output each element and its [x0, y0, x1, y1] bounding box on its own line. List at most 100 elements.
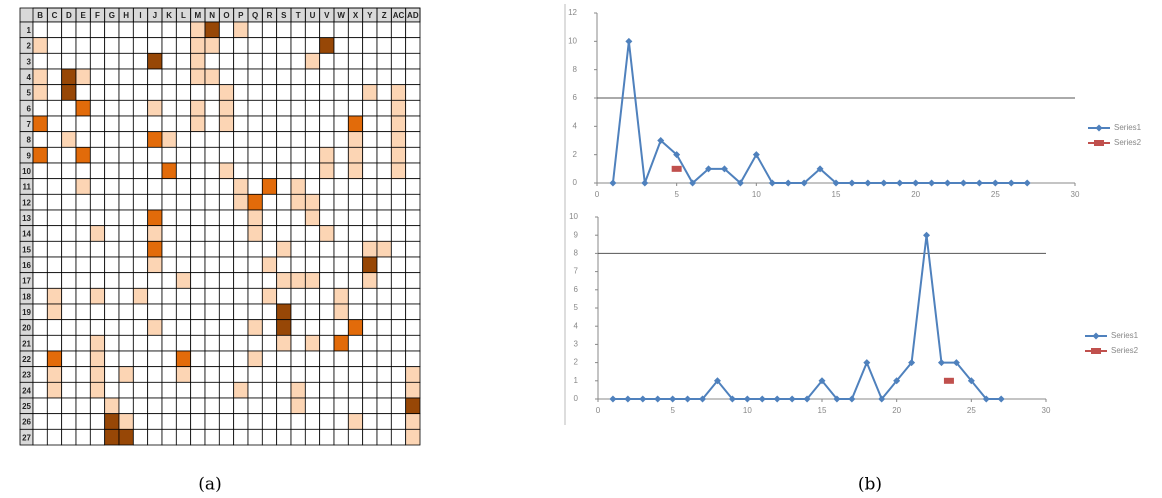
heat-cell — [376, 146, 392, 164]
heat-cell — [261, 240, 278, 258]
heat-cell — [247, 225, 263, 242]
heat-cell — [75, 146, 91, 164]
heat-cell — [362, 115, 378, 133]
heat-cell — [132, 381, 149, 399]
heat-cell — [75, 381, 91, 399]
heat-cell — [61, 272, 77, 289]
column-label: O — [223, 11, 229, 20]
heat-cell — [333, 21, 349, 39]
column-label: V — [324, 11, 330, 20]
heat-cell — [118, 193, 134, 211]
heat-cell — [233, 193, 249, 211]
heat-cell — [290, 413, 306, 430]
heat-cell — [147, 272, 163, 289]
heat-cell — [333, 428, 349, 446]
heat-cell — [405, 209, 421, 227]
y-tick-label: 8 — [574, 249, 579, 258]
heat-cell — [204, 131, 220, 148]
x-tick-label: 15 — [832, 190, 841, 199]
heat-cell — [89, 146, 106, 164]
heat-cell — [362, 381, 378, 399]
x-tick-label: 10 — [752, 190, 761, 199]
heat-cell — [61, 413, 77, 430]
heat-cell — [46, 146, 63, 164]
heat-cell — [190, 350, 206, 368]
heat-cell — [132, 397, 149, 415]
point — [625, 37, 633, 45]
point — [912, 179, 920, 187]
heat-cell — [161, 413, 177, 430]
heat-cell — [333, 84, 349, 101]
heat-cell — [175, 115, 192, 133]
heat-cell — [376, 350, 392, 368]
heat-cell — [104, 99, 120, 117]
heat-cell — [132, 287, 149, 305]
heat-cell — [276, 303, 292, 321]
point — [720, 165, 728, 173]
heat-cell — [347, 256, 364, 274]
heat-cell — [175, 272, 192, 289]
column-label: AC — [393, 11, 405, 20]
heat-cell — [46, 115, 63, 133]
heat-cell — [32, 428, 48, 446]
heat-cell — [247, 146, 263, 164]
heat-cell — [190, 84, 206, 101]
heat-cell — [233, 99, 249, 117]
heat-cell — [175, 366, 192, 383]
heat-cell — [104, 146, 120, 164]
heat-cell — [247, 99, 263, 117]
heat-cell — [61, 397, 77, 415]
row-label: 23 — [22, 371, 31, 380]
heat-cell — [46, 397, 63, 415]
legend-label: Series1 — [1111, 331, 1139, 340]
heat-cell — [132, 350, 149, 368]
heat-cell — [333, 413, 349, 430]
point — [908, 359, 916, 367]
heat-cell — [290, 272, 306, 289]
heat-cell — [376, 334, 392, 352]
heat-cell — [118, 303, 134, 321]
y-tick-label: 9 — [574, 230, 579, 239]
heat-cell — [333, 303, 349, 321]
heat-cell — [290, 193, 306, 211]
heat-cell — [390, 334, 407, 352]
heat-cell — [132, 240, 149, 258]
heat-cell — [390, 287, 407, 305]
heat-cell — [46, 68, 63, 86]
heat-cell — [247, 162, 263, 180]
point — [768, 179, 776, 187]
heat-cell — [376, 366, 392, 383]
legend-marker — [1091, 348, 1101, 354]
heat-cell — [276, 225, 292, 242]
heat-cell — [161, 334, 177, 352]
heat-cell — [75, 52, 91, 70]
heat-cell — [175, 397, 192, 415]
heat-cell — [147, 413, 163, 430]
heat-cell — [61, 193, 77, 211]
row-label: 25 — [22, 402, 31, 411]
point — [641, 179, 649, 187]
heat-cell — [132, 303, 149, 321]
heat-cell — [147, 303, 163, 321]
heat-cell — [347, 272, 364, 289]
heat-cell — [290, 37, 306, 54]
heat-cell — [233, 21, 249, 39]
heat-cell — [104, 193, 120, 211]
heat-cell — [75, 84, 91, 101]
heat-cell — [319, 84, 335, 101]
heat-cell — [147, 397, 163, 415]
heat-cell — [376, 272, 392, 289]
heat-cell — [190, 162, 206, 180]
column-label: Z — [382, 11, 387, 20]
x-tick-label: 30 — [1042, 406, 1051, 415]
heat-cell — [132, 52, 149, 70]
heat-cell — [204, 256, 220, 274]
heat-cell — [61, 287, 77, 305]
heat-cell — [204, 178, 220, 195]
heat-cell — [319, 209, 335, 227]
heat-cell — [233, 366, 249, 383]
heat-cell — [75, 428, 91, 446]
heat-cell — [333, 287, 349, 305]
heat-cell — [261, 303, 278, 321]
heat-cell — [319, 397, 335, 415]
